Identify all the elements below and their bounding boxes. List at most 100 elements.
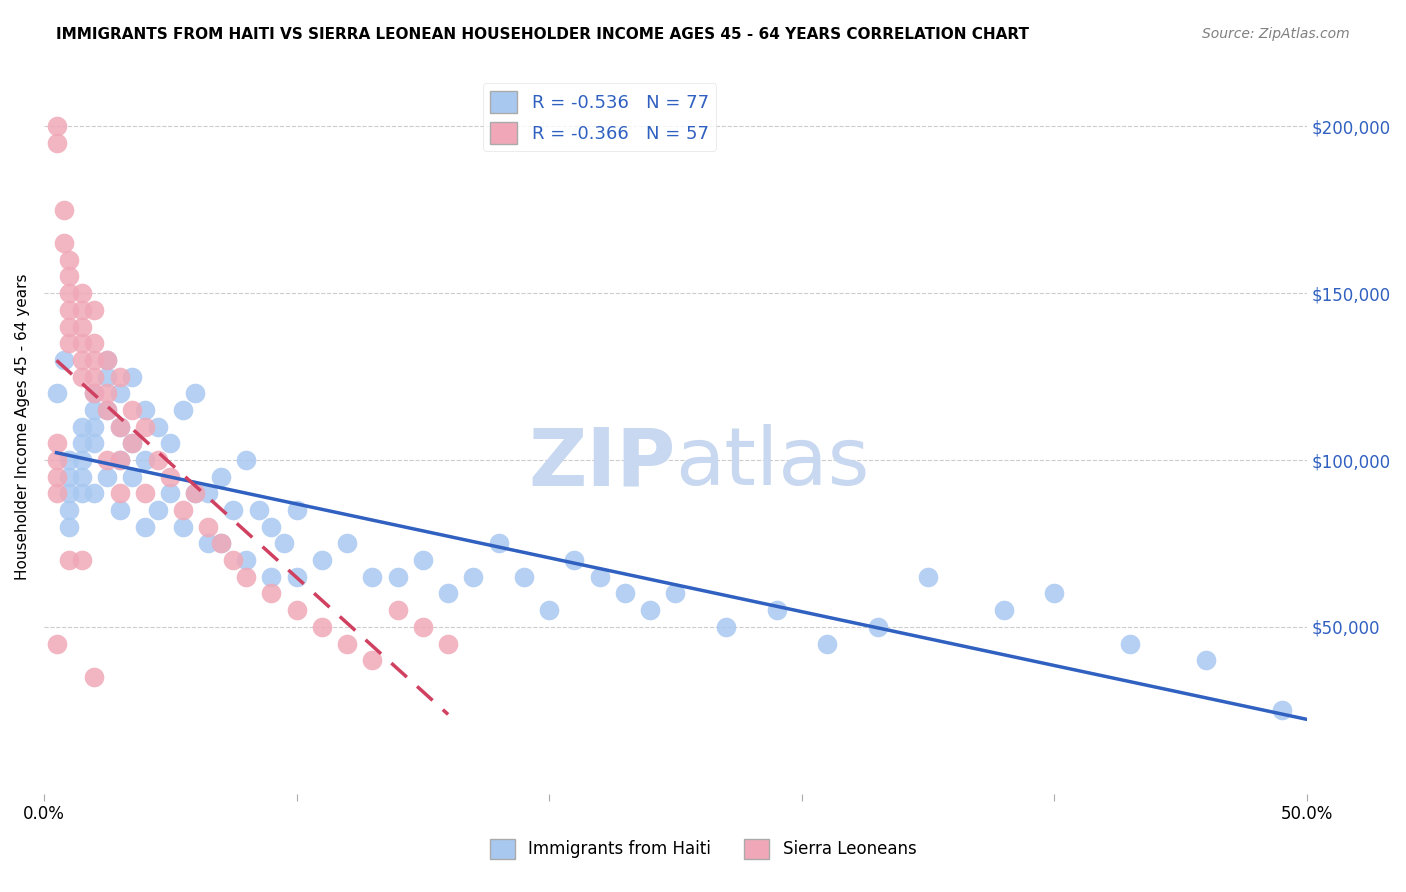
- Point: [70, 286, 93, 301]
- Text: ZIP: ZIP: [529, 425, 675, 502]
- Point: [108, 453, 131, 467]
- Point: [589, 570, 612, 584]
- Point: [45, 386, 67, 401]
- Point: [361, 570, 384, 584]
- Point: [336, 536, 359, 550]
- Point: [1195, 653, 1218, 667]
- Point: [1271, 703, 1294, 717]
- Point: [638, 603, 661, 617]
- Point: [45, 120, 67, 134]
- Point: [134, 453, 156, 467]
- Point: [412, 553, 434, 567]
- Point: [58, 336, 80, 351]
- Point: [58, 302, 80, 317]
- Point: [1043, 586, 1066, 600]
- Point: [58, 252, 80, 267]
- Point: [146, 419, 169, 434]
- Point: [121, 469, 143, 483]
- Point: [83, 386, 105, 401]
- Point: [53, 202, 76, 217]
- Point: [96, 369, 118, 384]
- Point: [134, 520, 156, 534]
- Point: [311, 620, 333, 634]
- Point: [311, 553, 333, 567]
- Point: [159, 486, 181, 500]
- Point: [58, 269, 80, 284]
- Point: [58, 469, 80, 483]
- Point: [412, 620, 434, 634]
- Point: [336, 636, 359, 650]
- Point: [159, 469, 181, 483]
- Point: [222, 503, 245, 517]
- Point: [108, 369, 131, 384]
- Point: [121, 369, 143, 384]
- Point: [235, 453, 257, 467]
- Point: [513, 570, 536, 584]
- Point: [184, 386, 207, 401]
- Point: [108, 486, 131, 500]
- Point: [58, 520, 80, 534]
- Point: [70, 469, 93, 483]
- Point: [172, 403, 194, 417]
- Point: [53, 236, 76, 251]
- Point: [917, 570, 939, 584]
- Point: [96, 453, 118, 467]
- Point: [285, 603, 308, 617]
- Point: [134, 419, 156, 434]
- Point: [70, 369, 93, 384]
- Point: [96, 469, 118, 483]
- Point: [96, 352, 118, 367]
- Point: [714, 620, 737, 634]
- Text: IMMIGRANTS FROM HAITI VS SIERRA LEONEAN HOUSEHOLDER INCOME AGES 45 - 64 YEARS CO: IMMIGRANTS FROM HAITI VS SIERRA LEONEAN …: [56, 27, 1029, 42]
- Text: atlas: atlas: [675, 425, 870, 502]
- Point: [197, 536, 219, 550]
- Point: [235, 553, 257, 567]
- Point: [70, 302, 93, 317]
- Point: [815, 636, 838, 650]
- Point: [538, 603, 561, 617]
- Y-axis label: Householder Income Ages 45 - 64 years: Householder Income Ages 45 - 64 years: [15, 273, 30, 580]
- Point: [260, 586, 283, 600]
- Point: [58, 486, 80, 500]
- Point: [70, 553, 93, 567]
- Point: [437, 636, 460, 650]
- Point: [70, 419, 93, 434]
- Point: [83, 436, 105, 450]
- Point: [70, 336, 93, 351]
- Point: [96, 352, 118, 367]
- Point: [463, 570, 485, 584]
- Point: [134, 486, 156, 500]
- Point: [209, 469, 232, 483]
- Point: [108, 419, 131, 434]
- Point: [285, 570, 308, 584]
- Point: [134, 403, 156, 417]
- Point: [108, 386, 131, 401]
- Point: [613, 586, 636, 600]
- Point: [96, 403, 118, 417]
- Point: [121, 436, 143, 450]
- Point: [58, 553, 80, 567]
- Point: [58, 286, 80, 301]
- Legend: Immigrants from Haiti, Sierra Leoneans: Immigrants from Haiti, Sierra Leoneans: [484, 832, 922, 866]
- Point: [70, 352, 93, 367]
- Point: [70, 319, 93, 334]
- Point: [260, 520, 283, 534]
- Point: [197, 520, 219, 534]
- Point: [45, 469, 67, 483]
- Point: [765, 603, 787, 617]
- Point: [58, 503, 80, 517]
- Point: [209, 536, 232, 550]
- Point: [184, 486, 207, 500]
- Point: [83, 302, 105, 317]
- Point: [993, 603, 1015, 617]
- Point: [247, 503, 270, 517]
- Point: [70, 436, 93, 450]
- Point: [488, 536, 510, 550]
- Point: [83, 486, 105, 500]
- Point: [273, 536, 295, 550]
- Point: [121, 436, 143, 450]
- Point: [53, 352, 76, 367]
- Point: [83, 369, 105, 384]
- Point: [146, 453, 169, 467]
- Point: [159, 436, 181, 450]
